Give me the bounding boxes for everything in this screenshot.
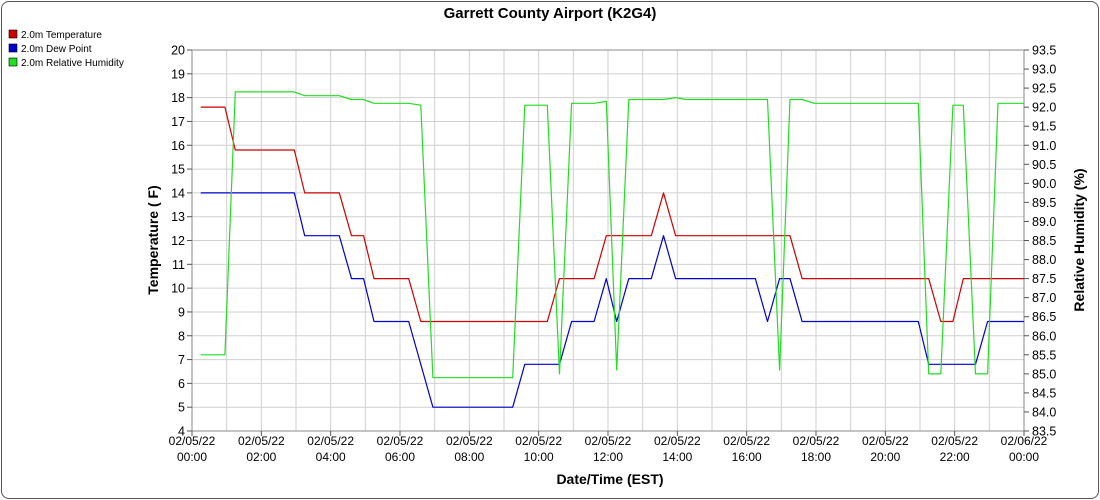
x-tick-time: 00:00 [1009,450,1039,464]
y-right-tick-label: 86.0 [1032,329,1056,343]
legend-swatch [8,43,18,53]
y-left-tick-label: 10 [171,282,185,296]
y-right-tick-label: 93.0 [1032,63,1056,77]
legend-label: 2.0m Temperature [21,30,102,41]
series-line-2-0m-temperature [200,106,1024,323]
y-left-tick-label: 20 [171,44,185,58]
y-right-tick-label: 89.5 [1032,196,1056,210]
x-tick-time: 04:00 [316,450,346,464]
x-tick-time: 00:00 [177,450,207,464]
y-right-tick-label: 87.0 [1032,291,1056,305]
y-left-tick-label: 19 [171,67,185,81]
y-left-tick-label: 7 [178,353,185,367]
x-tick-time: 08:00 [454,450,484,464]
x-tick-date: 02/05/22 [793,434,840,448]
y-right-tick-label: 93.5 [1032,44,1056,58]
y-right-tick-label: 84.0 [1032,405,1056,419]
y-right-tick-label: 91.0 [1032,139,1056,153]
y-right-tick-label: 88.5 [1032,234,1056,248]
y-left-tick-label: 17 [171,115,185,129]
y-right-tick-label: 92.5 [1032,82,1056,96]
x-tick-time: 22:00 [940,450,970,464]
x-tick-date: 02/06/22 [1001,434,1048,448]
y-right-ticks: 83.5 84.0 84.5 85.0 85.5 86.0 86.5 87.0 87.5 88.0… [1024,44,1056,439]
y-left-tick-label: 8 [178,329,185,343]
y-left-tick-label: 11 [172,258,185,272]
x-tick-time: 06:00 [385,450,415,464]
series-line-2-0m-relative-humidity [200,91,1024,379]
y-right-tick-label: 90.0 [1032,177,1056,191]
y-right-tick-label: 87.5 [1032,272,1056,286]
y-left-ticks: 4 5 6 7 8 9 10 11 12 13 14 15 16 17 18 19 20 [171,44,192,439]
x-tick-date: 02/05/22 [377,434,424,448]
y-right-tick-label: 85.5 [1032,348,1056,362]
y-left-axis-label: Temperature ( F) [145,185,161,294]
y-left-tick-label: 4 [178,425,185,439]
x-tick-time: 02:00 [246,450,276,464]
x-tick-time: 16:00 [732,450,762,464]
x-tick-date: 02/05/22 [723,434,770,448]
grid-lines [192,49,1024,432]
x-ticks: 02/05/22 00:00 02/05/22 02:00 02/05/22 04:00 0… [169,431,1048,464]
x-tick-date: 02/05/22 [169,434,216,448]
y-right-tick-label: 84.5 [1032,386,1056,400]
legend-swatch [8,29,18,39]
legend: 2.0m Temperature 2.0m Dew Point 2.0m Relat… [8,29,124,69]
y-right-tick-label: 90.5 [1032,158,1056,172]
x-tick-time: 12:00 [593,450,623,464]
y-right-tick-label: 85.0 [1032,367,1056,381]
y-right-tick-label: 89.0 [1032,215,1056,229]
series-lines [200,91,1024,408]
y-left-tick-label: 6 [178,377,185,391]
x-tick-date: 02/05/22 [931,434,978,448]
legend-swatch [8,57,18,67]
y-right-tick-label: 83.5 [1032,425,1056,439]
y-right-tick-label: 88.0 [1032,253,1056,267]
x-tick-time: 14:00 [662,450,692,464]
y-left-tick-label: 13 [171,210,185,224]
x-tick-date: 02/05/22 [446,434,493,448]
legend-label: 2.0m Relative Humidity [21,58,124,69]
y-left-tick-label: 15 [171,163,185,177]
y-right-tick-label: 86.5 [1032,310,1056,324]
y-right-tick-label: 91.5 [1032,120,1056,134]
x-tick-date: 02/05/22 [238,434,285,448]
series-line-2-0m-dew-point [200,192,1024,408]
y-left-tick-label: 12 [171,234,185,248]
x-tick-time: 18:00 [801,450,831,464]
y-right-tick-label: 92.0 [1032,101,1056,115]
x-tick-time: 20:00 [870,450,900,464]
y-left-tick-label: 16 [171,139,185,153]
x-tick-date: 02/05/22 [515,434,562,448]
x-tick-date: 02/05/22 [654,434,701,448]
x-tick-date: 02/05/22 [862,434,909,448]
y-left-tick-label: 18 [171,91,185,105]
y-left-tick-label: 9 [178,305,185,319]
x-axis-label: Date/Time (EST) [556,471,663,487]
y-right-axis-label: Relative Humidity (%) [1071,168,1087,311]
chart-title: Garrett County Airport (K2G4) [444,5,657,22]
y-left-tick-label: 5 [178,401,185,415]
x-tick-time: 10:00 [524,450,554,464]
y-left-tick-label: 14 [171,186,185,200]
x-tick-date: 02/05/22 [307,434,354,448]
x-tick-date: 02/05/22 [585,434,632,448]
legend-label: 2.0m Dew Point [21,44,92,55]
